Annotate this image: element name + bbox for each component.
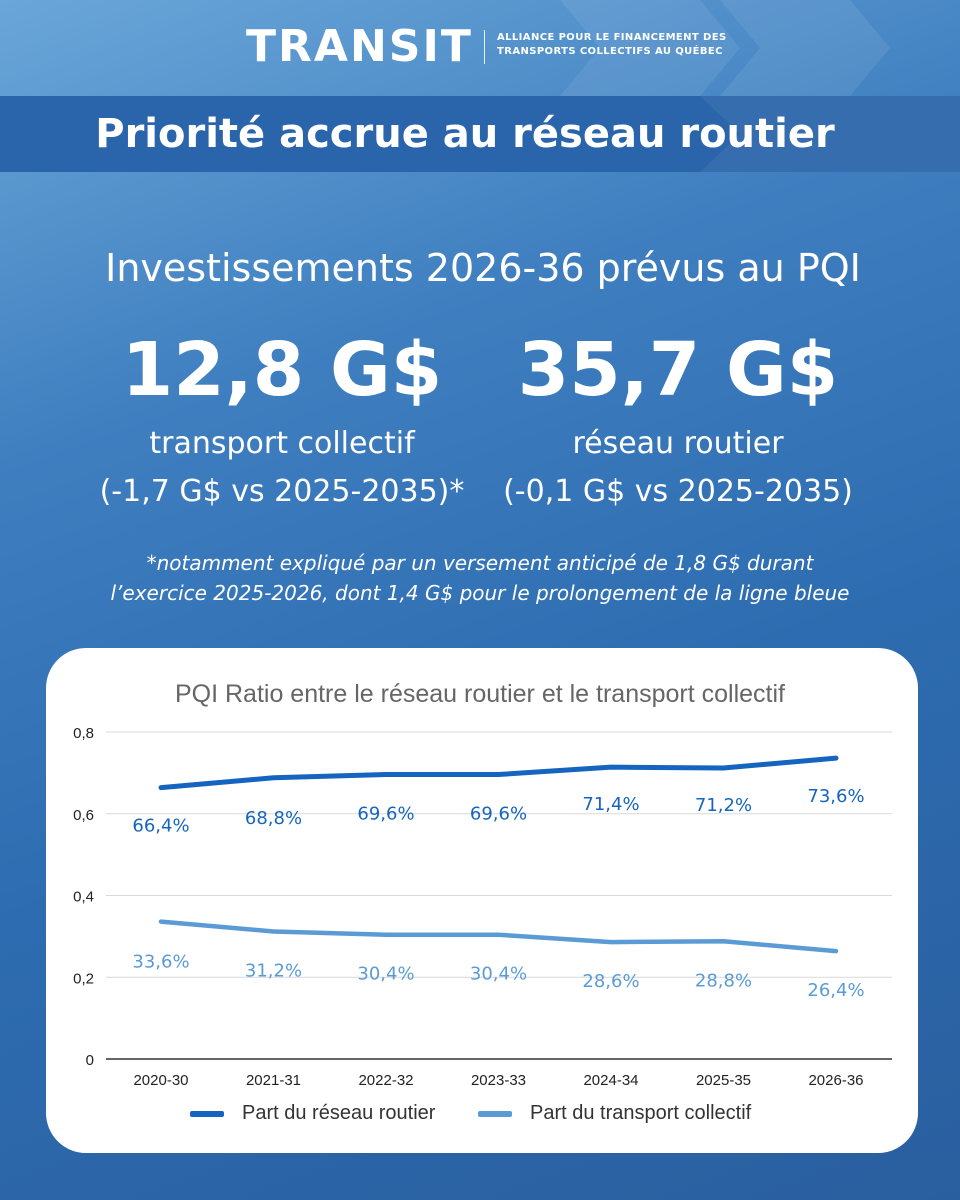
x-tick-label: 2022-32 <box>358 1072 413 1089</box>
x-tick-label: 2026-36 <box>808 1072 863 1089</box>
stat-label-transit: transport collectif (-1,7 G$ vs 2025-203… <box>72 420 492 516</box>
header: TRANSIT ALLIANCE POUR LE FINANCEMENT DES… <box>0 0 960 96</box>
legend-swatch-road <box>190 1110 224 1117</box>
stat-label-road-line-1: réseau routier <box>572 426 784 461</box>
investments-subtitle: Investissements 2026-36 prévus au PQI <box>105 246 861 290</box>
stat-value-transit: 12,8 G$ <box>121 327 443 413</box>
data-label-road: 71,4% <box>582 794 639 815</box>
logo-tagline: ALLIANCE POUR LE FINANCEMENT DES TRANSPO… <box>497 31 727 59</box>
data-label-road: 66,4% <box>132 816 189 837</box>
data-label-road: 69,6% <box>357 804 414 825</box>
stat-label-transit-line-1: transport collectif <box>149 426 415 461</box>
data-label-transit: 33,6% <box>132 952 189 973</box>
x-tick-label: 2023-33 <box>471 1072 526 1089</box>
x-tick-label: 2020-30 <box>133 1072 188 1089</box>
chevron-shape-1 <box>560 0 740 96</box>
chevron-shape-2 <box>720 0 890 96</box>
legend-label-road: Part du réseau routier <box>242 1102 436 1124</box>
data-label-transit: 26,4% <box>807 980 864 1001</box>
data-label-transit: 30,4% <box>470 964 527 985</box>
data-label-road: 68,8% <box>245 808 302 829</box>
data-label-road: 73,6% <box>807 786 864 807</box>
footnote-line-2: l’exercice 2025-2026, dont 1,4 G$ pour l… <box>110 581 850 605</box>
footnote-line-1: *notamment expliqué par un versement ant… <box>146 551 814 575</box>
data-label-transit: 28,6% <box>582 971 639 992</box>
data-label-transit: 31,2% <box>245 960 302 981</box>
x-tick-label: 2024-34 <box>583 1072 638 1089</box>
data-label-transit: 28,8% <box>695 970 752 991</box>
series-line-transit <box>158 919 839 954</box>
data-label-road: 69,6% <box>470 804 527 825</box>
x-tick-label: 2021-31 <box>246 1072 301 1089</box>
legend-item-transit: Part du transport collectif <box>478 1098 751 1128</box>
stat-label-road: réseau routier (-0,1 G$ vs 2025-2035) <box>468 420 888 516</box>
chart-title: PQI Ratio entre le réseau routier et le … <box>174 680 785 708</box>
x-tick-label: 2025-35 <box>696 1072 751 1089</box>
legend-item-road: Part du réseau routier <box>190 1098 435 1128</box>
y-tick-label: 0,2 <box>73 970 94 987</box>
header-chevrons <box>560 0 890 96</box>
stat-label-transit-line-2: (-1,7 G$ vs 2025-2035)* <box>99 474 465 509</box>
stat-value-road: 35,7 G$ <box>517 327 839 413</box>
transit-logo: TRANSIT <box>246 21 473 72</box>
banner-chevrons <box>700 96 960 172</box>
series-line-road <box>158 755 839 791</box>
y-tick-label: 0,8 <box>73 725 94 742</box>
stat-label-road-line-2: (-0,1 G$ vs 2025-2035) <box>503 474 853 509</box>
banner-chevron-shape <box>700 96 960 172</box>
data-label-road: 71,2% <box>695 795 752 816</box>
title-banner <box>0 96 960 172</box>
data-label-transit: 30,4% <box>357 964 414 985</box>
y-tick-label: 0,6 <box>73 807 94 824</box>
y-tick-label: 0,4 <box>73 889 94 906</box>
legend-swatch-transit <box>478 1110 512 1117</box>
logo-divider <box>484 30 485 64</box>
legend-label-transit: Part du transport collectif <box>530 1102 752 1124</box>
y-tick-label: 0 <box>86 1052 94 1069</box>
footnote: *notamment expliqué par un versement ant… <box>0 548 960 608</box>
tagline-line-1: ALLIANCE POUR LE FINANCEMENT DES <box>497 32 727 43</box>
page-title: Priorité accrue au réseau routier <box>95 111 835 157</box>
tagline-line-2: TRANSPORTS COLLECTIFS AU QUÉBEC <box>497 46 723 57</box>
